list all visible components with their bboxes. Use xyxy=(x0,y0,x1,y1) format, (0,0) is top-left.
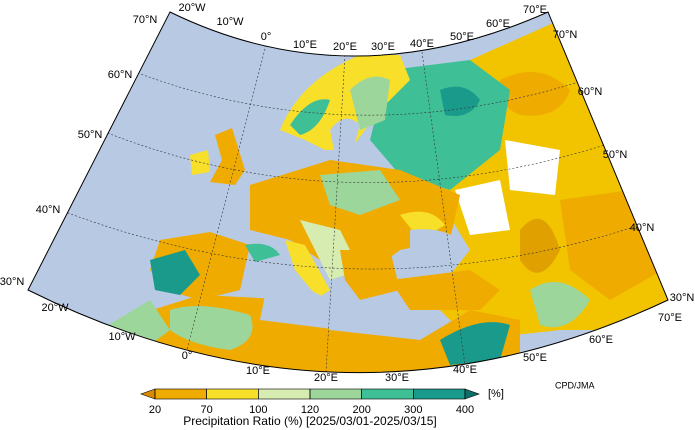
graticule-line xyxy=(325,54,346,373)
land-patch xyxy=(520,218,560,273)
colorbar-title: Precipitation Ratio (%) [2025/03/01-2025… xyxy=(183,414,437,428)
graticule-label: 30°N xyxy=(0,276,24,288)
land-patch xyxy=(560,190,668,300)
map-frame xyxy=(27,11,669,374)
graticule-label: 20°E xyxy=(314,372,338,384)
graticule-line xyxy=(129,69,586,116)
colorbar-tick-label: 20 xyxy=(149,404,161,416)
land-patch xyxy=(320,170,400,215)
graticule-label: 70°E xyxy=(523,4,547,16)
graticule-label: 50°N xyxy=(78,129,103,141)
credit: CPD/JMA xyxy=(555,380,595,390)
colorbar-segment xyxy=(206,388,259,400)
colorbar-tick-label: 400 xyxy=(456,404,474,416)
colorbar-segment xyxy=(309,388,362,400)
graticule-label: 60°N xyxy=(578,86,603,98)
graticule-label: 30°N xyxy=(670,292,695,304)
land-central xyxy=(250,160,460,280)
colorbar-tick-label: 100 xyxy=(249,404,267,416)
graticule-label: 10°W xyxy=(216,16,244,28)
graticule-label: 40°E xyxy=(410,38,434,50)
graticule-label: 40°N xyxy=(36,204,61,216)
graticule-label: 60°E xyxy=(589,334,613,346)
graticule-line xyxy=(421,51,466,366)
colorbar-triangle xyxy=(464,388,480,400)
graticule-label: 20°E xyxy=(333,41,357,53)
land-patch xyxy=(400,211,445,240)
graticule-line xyxy=(59,209,641,270)
land-patch xyxy=(170,306,253,350)
colorbar-tick-label: 200 xyxy=(352,404,370,416)
land-britain xyxy=(210,128,245,185)
graticule-label: 10°E xyxy=(246,365,270,377)
land-turkey xyxy=(390,270,500,310)
colorbar-tick-label: 300 xyxy=(404,404,422,416)
black-sea xyxy=(410,229,470,258)
land-patch xyxy=(530,282,590,328)
colorbar-segment xyxy=(361,388,414,400)
graticule-label: 10°W xyxy=(108,331,136,343)
graticule-labels: 70°N 60°N 50°N 40°N 30°N 70°N 60°N 50°N 40°N 30°N… xyxy=(0,2,694,384)
land-patch xyxy=(499,72,570,116)
graticule-label: 40°E xyxy=(453,364,477,376)
graticule-label: 0° xyxy=(182,350,193,362)
graticule-label: 60°N xyxy=(108,69,133,81)
graticule-label: 20°W xyxy=(41,302,69,314)
land-patch xyxy=(440,86,480,116)
graticule-label: 50°E xyxy=(450,31,474,43)
land-patch xyxy=(150,250,200,295)
graticule-label: 0° xyxy=(261,31,272,43)
graticule-label: 70°N xyxy=(133,14,158,26)
land-northeast xyxy=(370,60,510,190)
graticule-label: 10°E xyxy=(293,39,317,51)
graticule-label: 70°N xyxy=(553,29,578,41)
mediterranean xyxy=(260,270,340,330)
land-patch xyxy=(350,76,390,130)
graticule-label: 30°E xyxy=(385,372,409,384)
colorbar-tick-label: 70 xyxy=(201,404,213,416)
graticule-label: 50°E xyxy=(523,352,547,364)
no-data xyxy=(505,140,560,195)
land-balkans xyxy=(340,250,400,300)
graticule-label: 70°E xyxy=(658,312,682,324)
graticule-label: 50°N xyxy=(603,149,628,161)
graticule-label: 40°N xyxy=(630,222,655,234)
land-italy xyxy=(285,240,330,298)
graticule-line xyxy=(186,44,267,351)
no-data xyxy=(455,180,510,235)
land-patch xyxy=(290,99,330,135)
baltic-sea xyxy=(330,118,360,160)
colorbar-segment xyxy=(413,388,466,400)
colorbar-unit: [%] xyxy=(488,388,504,400)
graticule-label: 20°W xyxy=(178,2,206,14)
colorbar-segment xyxy=(258,388,311,400)
land-patch xyxy=(245,243,280,262)
colorbar-tick-label: 120 xyxy=(301,404,319,416)
colorbar-segment xyxy=(154,388,207,400)
land-patch xyxy=(440,322,510,365)
graticule-label: 60°E xyxy=(486,18,510,30)
colorbar-triangle xyxy=(140,388,156,400)
graticule-label: 30°E xyxy=(371,41,395,53)
graticule-line xyxy=(99,129,621,183)
colorbar: 20 70 100 120 200 300 400 xyxy=(140,388,480,416)
